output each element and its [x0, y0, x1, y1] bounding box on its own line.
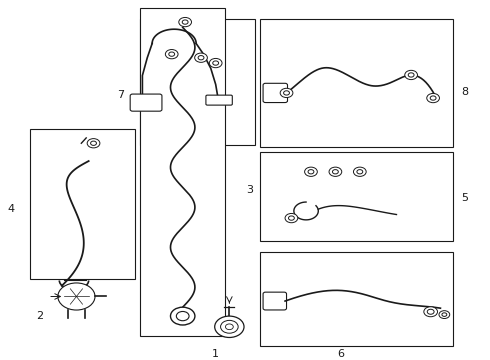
Circle shape: [91, 141, 97, 145]
Circle shape: [427, 94, 440, 103]
Bar: [140, 18, 255, 145]
Text: 6: 6: [337, 348, 344, 359]
Bar: [140, 8, 225, 336]
Text: 7: 7: [117, 90, 124, 100]
Text: 2: 2: [36, 311, 43, 321]
Circle shape: [357, 170, 363, 174]
Circle shape: [353, 167, 366, 176]
Circle shape: [87, 139, 100, 148]
Text: 8: 8: [461, 86, 468, 96]
Circle shape: [213, 61, 219, 65]
Text: 5: 5: [462, 193, 468, 203]
Bar: [260, 252, 453, 346]
Text: 1: 1: [212, 348, 219, 359]
Circle shape: [179, 17, 192, 27]
Circle shape: [225, 324, 233, 330]
FancyBboxPatch shape: [263, 292, 287, 310]
Circle shape: [442, 313, 447, 316]
FancyBboxPatch shape: [263, 83, 288, 103]
Circle shape: [430, 96, 436, 100]
Circle shape: [439, 311, 450, 319]
Circle shape: [220, 320, 238, 333]
Circle shape: [176, 311, 189, 321]
Circle shape: [424, 307, 438, 317]
FancyBboxPatch shape: [130, 94, 162, 111]
Circle shape: [195, 53, 207, 62]
Circle shape: [284, 91, 290, 95]
Circle shape: [332, 170, 338, 174]
Circle shape: [169, 52, 174, 56]
Circle shape: [285, 213, 298, 223]
Circle shape: [308, 170, 314, 174]
Circle shape: [405, 70, 417, 80]
Text: 3: 3: [246, 185, 253, 194]
Bar: [30, 129, 135, 279]
Circle shape: [215, 316, 244, 337]
Bar: [260, 152, 453, 241]
Circle shape: [305, 167, 318, 176]
Circle shape: [329, 167, 342, 176]
Circle shape: [280, 88, 293, 98]
Circle shape: [171, 307, 195, 325]
Circle shape: [165, 50, 178, 59]
Circle shape: [209, 58, 222, 68]
Circle shape: [198, 55, 204, 60]
FancyBboxPatch shape: [206, 95, 232, 105]
Circle shape: [427, 309, 434, 314]
Circle shape: [182, 20, 188, 24]
Bar: [260, 18, 453, 147]
Circle shape: [289, 216, 294, 220]
Text: 4: 4: [8, 204, 15, 214]
Circle shape: [58, 283, 95, 310]
Circle shape: [408, 73, 414, 77]
